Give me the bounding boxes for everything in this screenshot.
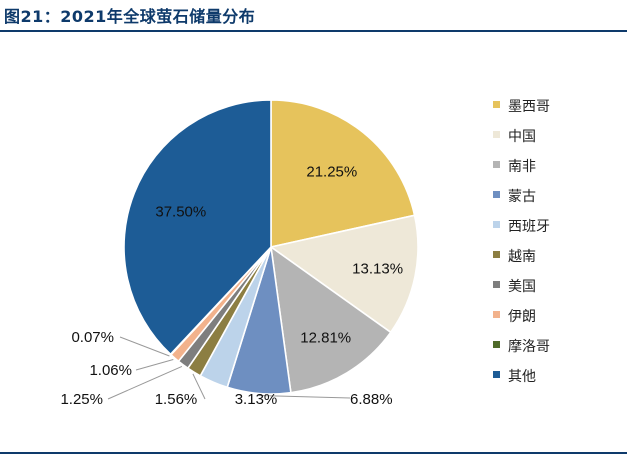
legend-label-8: 伊朗	[508, 309, 536, 325]
bottom-rule	[0, 452, 627, 454]
data-label-1: 21.25%	[306, 163, 357, 180]
pie-slice-3	[269, 245, 392, 394]
legend-label-10: 其他	[508, 369, 536, 385]
legend-swatch-3	[493, 161, 500, 168]
leader-lines	[107, 336, 351, 400]
legend-swatch-10	[493, 371, 500, 378]
data-label-10: 37.50%	[155, 203, 206, 220]
data-label-7: 1.25%	[60, 391, 103, 408]
legend-swatch-6	[493, 251, 500, 258]
data-label-6: 1.56%	[155, 391, 198, 408]
data-label-9: 0.07%	[71, 329, 114, 346]
legend-label-5: 西班牙	[508, 219, 550, 235]
leader-line-8	[135, 359, 174, 371]
data-labels: 21.25% 13.13% 12.81% 6.88% 3.13% 1.56% 1.25% 1.…	[60, 163, 403, 408]
legend-swatch-8	[493, 311, 500, 318]
legend-label-4: 蒙古	[508, 189, 536, 205]
pie-slices	[123, 99, 419, 395]
leader-line-6	[192, 373, 206, 400]
pie-slice-10	[123, 99, 272, 356]
legend-swatch-1	[493, 101, 500, 108]
data-label-2: 13.13%	[352, 261, 403, 278]
data-label-4: 6.88%	[350, 391, 393, 408]
legend-swatch-7	[493, 281, 500, 288]
leader-line-7	[107, 365, 183, 400]
legend-label-7: 美国	[508, 279, 536, 295]
legend-label-3: 南非	[508, 159, 536, 175]
figure-title: 图21：2021年全球萤石储量分布	[4, 7, 256, 26]
legend-label-1: 墨西哥	[508, 99, 550, 115]
legend-label-2: 中国	[508, 129, 536, 145]
leader-line-9	[119, 336, 170, 357]
legend-label-9: 摩洛哥	[508, 338, 550, 355]
legend-swatch-4	[493, 191, 500, 198]
pie-slice-1	[270, 99, 416, 248]
leader-line-4	[258, 395, 351, 399]
top-rule	[0, 30, 627, 32]
legend-label-6: 越南	[508, 249, 536, 265]
data-label-8: 1.06%	[89, 362, 132, 379]
legend-swatch-9	[493, 341, 500, 348]
legend-swatch-5	[493, 221, 500, 228]
data-label-3: 12.81%	[300, 330, 351, 347]
legend-swatch-2	[493, 131, 500, 138]
data-label-5: 3.13%	[235, 391, 278, 408]
pie-slice-2	[269, 214, 419, 334]
